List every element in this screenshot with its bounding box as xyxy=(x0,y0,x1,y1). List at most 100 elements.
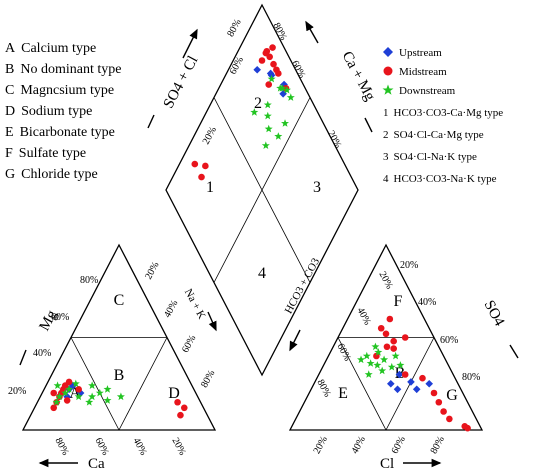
axis-arrow-so4-cl xyxy=(182,28,198,59)
downstream-cation-point xyxy=(116,392,125,401)
upstream-diamond-point xyxy=(266,69,275,78)
downstream-cation-point xyxy=(85,398,94,406)
axis-line-ca-mg xyxy=(364,117,373,133)
upstream-diamond-point xyxy=(279,90,287,98)
diamond-subdivisions xyxy=(213,97,311,283)
downstream-cation-point xyxy=(88,392,97,401)
downstream-cation-point xyxy=(52,398,61,406)
downstream-anion-point xyxy=(374,348,383,356)
axis-line-mg xyxy=(19,349,27,366)
upstream-anion-point xyxy=(412,385,421,394)
midstream-anion-point xyxy=(386,315,394,323)
zone-4-label: 4 xyxy=(258,265,266,282)
downstream-diamond-point xyxy=(281,119,289,127)
anion-triangle-subdivisions xyxy=(337,337,435,431)
midstream-anion-point xyxy=(382,330,390,338)
midstream-diamond-point xyxy=(262,49,270,57)
zone-c-label: C xyxy=(114,292,125,309)
tick-cl-60: 60% xyxy=(390,434,408,455)
tick-so4-20: 20% xyxy=(400,260,418,271)
midstream-anion-point xyxy=(419,374,426,382)
upstream-anion-point xyxy=(395,370,404,379)
zone-labels: C B A D F B E G 1 2 3 4 xyxy=(69,95,458,404)
midstream-anion-point xyxy=(373,352,380,360)
downstream-cation-point xyxy=(103,385,112,393)
downstream-diamond-point xyxy=(286,93,295,101)
downstream-diamond-point xyxy=(283,85,291,94)
downstream-anion-point xyxy=(387,362,396,371)
legend-midstream-marker xyxy=(383,66,393,76)
tick-mg-60: 60% xyxy=(51,312,69,323)
tick-hco3-40: 40% xyxy=(354,306,372,327)
tick-ca-60: 60% xyxy=(93,436,111,457)
upstream-anion-point xyxy=(407,378,415,386)
legend-type-1: 1 HCO3·CO3-Ca·Mg type xyxy=(383,107,503,119)
downstream-diamond-point xyxy=(264,124,273,133)
downstream-cation-point xyxy=(74,392,83,401)
legend-midstream-label: Midstream xyxy=(399,66,447,78)
midstream-cation-point xyxy=(65,378,73,386)
data-points xyxy=(50,44,471,432)
axis-title-so4-cl: SO4 + Cl xyxy=(161,53,202,111)
axis-title-hco3-co3: HCO3 + CO3 xyxy=(283,256,323,316)
tick-diamond-right-60: 60% xyxy=(289,59,307,80)
axis-line-so4 xyxy=(509,344,519,359)
midstream-anion-point xyxy=(464,424,471,432)
tick-hco3-20: 20% xyxy=(376,270,394,291)
legend-type-4: 4 HCO3·CO3-Na·K type xyxy=(383,173,497,185)
axis-arrow-na-k xyxy=(207,311,217,332)
water-type-c: C Magncsium type xyxy=(5,83,114,98)
axis-line-so4-cl xyxy=(147,114,155,129)
axis-title-cl: Cl xyxy=(380,456,394,472)
midstream-anion-point xyxy=(401,371,409,378)
downstream-diamond-point xyxy=(274,132,283,140)
water-type-b: B No dominant type xyxy=(5,62,121,77)
tick-diamond-left-20: 20% xyxy=(201,125,219,146)
axis-arrow-hco3-co3 xyxy=(289,329,301,352)
downstream-diamond-point xyxy=(263,111,272,120)
midstream-anion-point xyxy=(440,408,447,415)
midstream-cation-point xyxy=(50,389,58,397)
tick-diamond-right-20: 20% xyxy=(325,129,343,150)
midstream-diamond-point xyxy=(198,173,205,181)
legend-downstream-marker xyxy=(382,84,394,95)
tick-mg-40: 40% xyxy=(33,348,51,359)
legend-downstream-label: Downstream xyxy=(399,85,456,97)
midstream-anion-point xyxy=(446,415,453,423)
tick-diamond-left-60: 60% xyxy=(228,55,246,76)
legend-upstream-marker xyxy=(383,47,393,57)
downstream-anion-point xyxy=(378,366,387,375)
legend-type-2: 2 SO4·Cl-Ca·Mg type xyxy=(383,129,484,141)
cation-triangle-subdivisions xyxy=(70,337,168,431)
downstream-anion-point xyxy=(357,355,365,364)
tick-hco3-80: 80% xyxy=(314,378,332,399)
downstream-anion-point xyxy=(373,361,382,369)
downstream-anion-point xyxy=(362,351,371,360)
midstream-anion-point xyxy=(383,343,391,351)
midstream-cation-point xyxy=(174,398,181,406)
tick-cl-40: 40% xyxy=(350,434,368,455)
midstream-diamond-point xyxy=(269,44,276,51)
axis-title-ca-mg: Ca + Mg xyxy=(339,49,378,104)
downstream-anion-point xyxy=(380,355,389,364)
tick-na-20: 20% xyxy=(143,260,161,281)
tick-cl-20: 20% xyxy=(312,434,330,455)
upstream-anion-point xyxy=(387,379,395,388)
downstream-diamond-point xyxy=(267,74,276,83)
tick-ca-80: 80% xyxy=(53,436,71,457)
midstream-diamond-point xyxy=(275,70,282,77)
midstream-anion-point xyxy=(430,389,438,397)
tick-diamond-left-80: 80% xyxy=(225,17,243,38)
zone-e-label: E xyxy=(338,385,348,402)
tick-so4-40: 40% xyxy=(418,297,436,308)
midstream-diamond-point xyxy=(202,162,209,170)
upstream-anion-point xyxy=(393,385,402,394)
downstream-anion-point xyxy=(364,370,373,378)
zone-b-cation-label: B xyxy=(114,367,125,384)
water-type-g: G Chloride type xyxy=(5,167,98,182)
tick-cl-80: 80% xyxy=(429,434,447,455)
tick-na-80: 80% xyxy=(199,368,217,389)
zone-3-label: 3 xyxy=(313,179,321,196)
legend-upstream-label: Upstream xyxy=(399,47,442,59)
